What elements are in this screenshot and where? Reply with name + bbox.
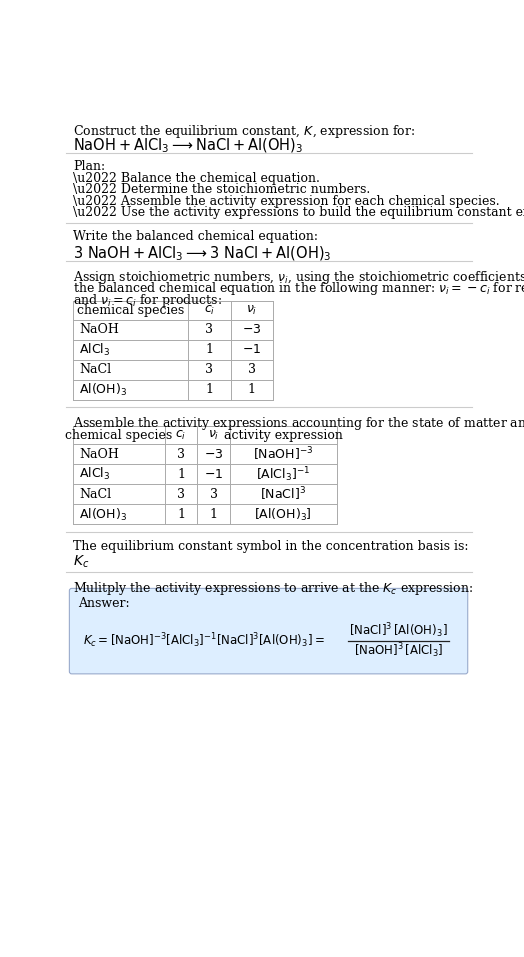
Text: $\mathrm{AlCl_3}$: $\mathrm{AlCl_3}$ — [80, 466, 111, 482]
Text: $\mathrm{Al(OH)_3}$: $\mathrm{Al(OH)_3}$ — [80, 382, 127, 398]
Text: 3: 3 — [205, 364, 213, 376]
Text: $3\ \mathrm{NaOH} + \mathrm{AlCl_3} \longrightarrow 3\ \mathrm{NaCl} + \mathrm{A: $3\ \mathrm{NaOH} + \mathrm{AlCl_3} \lon… — [73, 244, 332, 262]
Text: 3: 3 — [205, 323, 213, 336]
Text: The equilibrium constant symbol in the concentration basis is:: The equilibrium constant symbol in the c… — [73, 540, 469, 553]
Text: chemical species: chemical species — [77, 304, 184, 317]
Text: $\nu_i$: $\nu_i$ — [208, 429, 219, 442]
Text: $-3$: $-3$ — [242, 323, 261, 336]
Text: the balanced chemical equation in the following manner: $\nu_i = -c_i$ for react: the balanced chemical equation in the fo… — [73, 280, 524, 298]
Text: 1: 1 — [248, 383, 256, 396]
Text: and $\nu_i = c_i$ for products:: and $\nu_i = c_i$ for products: — [73, 292, 222, 309]
Text: $c_i$: $c_i$ — [176, 429, 187, 442]
Text: Answer:: Answer: — [78, 597, 129, 610]
Text: Assign stoichiometric numbers, $\nu_i$, using the stoichiometric coefficients, $: Assign stoichiometric numbers, $\nu_i$, … — [73, 269, 524, 286]
Text: NaOH: NaOH — [80, 448, 119, 461]
Text: Write the balanced chemical equation:: Write the balanced chemical equation: — [73, 231, 318, 243]
Text: $\mathrm{NaOH} + \mathrm{AlCl_3} \longrightarrow \mathrm{NaCl} + \mathrm{Al(OH)_: $\mathrm{NaOH} + \mathrm{AlCl_3} \longri… — [73, 137, 303, 155]
Text: $-1$: $-1$ — [242, 344, 261, 356]
Text: $[\mathrm{NaCl}]^3$: $[\mathrm{NaCl}]^3$ — [260, 486, 306, 503]
Text: 3: 3 — [248, 364, 256, 376]
Text: $\mathrm{AlCl_3}$: $\mathrm{AlCl_3}$ — [80, 342, 111, 358]
Text: Assemble the activity expressions accounting for the state of matter and $\nu_i$: Assemble the activity expressions accoun… — [73, 415, 524, 433]
Text: NaCl: NaCl — [80, 488, 112, 501]
Text: $[\mathrm{AlCl_3}]^{-1}$: $[\mathrm{AlCl_3}]^{-1}$ — [256, 465, 310, 484]
Text: NaCl: NaCl — [80, 364, 112, 376]
Text: $\nu_i$: $\nu_i$ — [246, 304, 258, 317]
Text: 3: 3 — [177, 448, 185, 461]
Text: 3: 3 — [177, 488, 185, 501]
Text: NaOH: NaOH — [80, 323, 119, 336]
Text: $[\mathrm{Al(OH)_3}]$: $[\mathrm{Al(OH)_3}]$ — [255, 506, 312, 523]
Text: $[\mathrm{NaCl}]^3\,[\mathrm{Al(OH)_3}]$: $[\mathrm{NaCl}]^3\,[\mathrm{Al(OH)_3}]$ — [350, 621, 448, 640]
Text: $K_c$: $K_c$ — [73, 554, 90, 570]
Text: 3: 3 — [210, 488, 217, 501]
Text: $\mathrm{Al(OH)_3}$: $\mathrm{Al(OH)_3}$ — [80, 506, 127, 523]
Text: \u2022 Balance the chemical equation.: \u2022 Balance the chemical equation. — [73, 172, 320, 185]
Text: 1: 1 — [210, 508, 217, 521]
Text: \u2022 Determine the stoichiometric numbers.: \u2022 Determine the stoichiometric numb… — [73, 184, 370, 196]
Text: 1: 1 — [177, 468, 185, 481]
Text: 1: 1 — [205, 344, 213, 356]
Text: Plan:: Plan: — [73, 160, 105, 172]
Text: $c_i$: $c_i$ — [204, 304, 215, 317]
Text: $-1$: $-1$ — [204, 468, 223, 481]
Text: \u2022 Use the activity expressions to build the equilibrium constant expression: \u2022 Use the activity expressions to b… — [73, 207, 524, 219]
Text: \u2022 Assemble the activity expression for each chemical species.: \u2022 Assemble the activity expression … — [73, 195, 500, 208]
Text: $[\mathrm{NaOH}]^3\,[\mathrm{AlCl_3}]$: $[\mathrm{NaOH}]^3\,[\mathrm{AlCl_3}]$ — [354, 641, 443, 660]
Text: 1: 1 — [177, 508, 185, 521]
Text: chemical species: chemical species — [66, 429, 172, 442]
FancyBboxPatch shape — [69, 589, 468, 674]
Text: 1: 1 — [205, 383, 213, 396]
Text: $[\mathrm{NaOH}]^{-3}$: $[\mathrm{NaOH}]^{-3}$ — [253, 446, 313, 463]
Text: $K_c = [\mathrm{NaOH}]^{-3}[\mathrm{AlCl_3}]^{-1}[\mathrm{NaCl}]^3[\mathrm{Al(OH: $K_c = [\mathrm{NaOH}]^{-3}[\mathrm{AlCl… — [83, 632, 324, 650]
Text: activity expression: activity expression — [224, 429, 343, 442]
Text: $-3$: $-3$ — [204, 448, 223, 461]
Text: Mulitply the activity expressions to arrive at the $K_c$ expression:: Mulitply the activity expressions to arr… — [73, 580, 474, 597]
Text: Construct the equilibrium constant, $K$, expression for:: Construct the equilibrium constant, $K$,… — [73, 122, 416, 140]
